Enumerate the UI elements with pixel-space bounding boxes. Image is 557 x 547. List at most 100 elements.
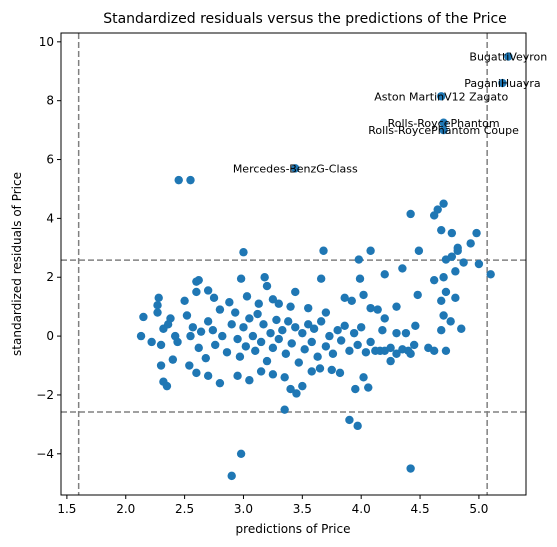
data-point (201, 353, 210, 363)
data-point (174, 175, 183, 185)
data-point (406, 464, 415, 473)
data-point (392, 302, 401, 311)
data-point (298, 381, 307, 391)
data-point (351, 384, 360, 394)
data-point (192, 287, 201, 297)
data-point (304, 320, 313, 329)
data-point (274, 299, 283, 308)
data-point (274, 334, 283, 344)
data-point (441, 287, 451, 297)
data-point (429, 211, 439, 220)
data-point (504, 52, 513, 61)
data-point (411, 321, 420, 330)
data-point (401, 328, 411, 338)
data-point (498, 78, 507, 88)
point-annotation: Mercedes-BenzG-Class (233, 162, 358, 175)
data-point (439, 273, 448, 282)
data-point (286, 302, 295, 311)
data-point (356, 323, 366, 332)
data-point (439, 199, 448, 208)
data-point (309, 324, 319, 333)
data-point (437, 326, 446, 335)
data-point (316, 274, 326, 283)
data-point (392, 349, 401, 358)
data-point (136, 331, 146, 341)
data-point (340, 293, 349, 303)
data-point (457, 324, 466, 333)
data-point (236, 274, 246, 283)
x-axis-label: predictions of Price (236, 522, 351, 536)
x-tick-label: 5.0 (469, 502, 488, 516)
data-point (262, 356, 272, 366)
data-point (345, 415, 354, 425)
data-point (366, 337, 375, 347)
data-point (192, 277, 201, 286)
data-point (259, 320, 268, 329)
data-point (287, 339, 296, 348)
point-annotation: PaganiHuayra (464, 77, 540, 90)
data-point (218, 331, 227, 341)
data-point (227, 320, 236, 329)
data-point (245, 314, 254, 323)
data-point (241, 342, 251, 351)
data-point (319, 246, 328, 255)
data-point (359, 373, 368, 382)
data-point (233, 334, 242, 344)
data-point (366, 303, 375, 313)
data-point (474, 259, 484, 269)
data-point (386, 356, 395, 366)
data-point (353, 421, 362, 431)
data-point (154, 293, 163, 303)
data-point (139, 312, 148, 322)
plot-area (61, 33, 526, 495)
data-point (242, 292, 252, 301)
data-point (153, 308, 162, 317)
data-point (446, 317, 455, 326)
data-point (451, 267, 460, 276)
data-point (413, 290, 422, 300)
data-point (256, 367, 266, 376)
data-point (437, 225, 446, 235)
data-point (307, 367, 316, 376)
data-point (298, 328, 307, 338)
x-tick-label: 3.5 (293, 502, 312, 516)
y-tick-label: 4 (46, 211, 54, 225)
data-point (291, 164, 300, 173)
data-point (227, 471, 236, 481)
data-point (437, 92, 446, 101)
data-point (292, 389, 301, 398)
data-point (355, 274, 365, 283)
data-point (398, 264, 407, 273)
point-annotation: BugattiVeyron (469, 51, 547, 64)
data-point (414, 246, 424, 255)
data-point (185, 361, 194, 370)
data-point (386, 343, 395, 353)
data-point (361, 348, 371, 357)
y-tick-label: 0 (46, 329, 54, 343)
data-point (215, 305, 225, 314)
data-point (291, 287, 300, 297)
x-tick-label: 2.0 (116, 502, 135, 516)
data-point (315, 364, 325, 373)
data-point (321, 342, 331, 351)
data-point (245, 376, 254, 385)
x-tick-label: 2.5 (175, 502, 194, 516)
data-point (266, 328, 275, 338)
y-tick-label: −2 (36, 388, 54, 402)
data-point (437, 296, 446, 305)
data-point (353, 340, 362, 350)
data-point (166, 314, 175, 323)
data-point (409, 340, 419, 350)
data-point (222, 348, 232, 357)
data-point (359, 290, 368, 300)
data-point (147, 337, 156, 347)
data-point (254, 299, 263, 308)
data-point (439, 118, 448, 127)
point-annotation: Rolls-RoycePhantom (388, 117, 500, 130)
data-point (439, 311, 448, 320)
data-point (182, 311, 192, 320)
data-point (225, 298, 234, 307)
data-point (336, 336, 346, 345)
